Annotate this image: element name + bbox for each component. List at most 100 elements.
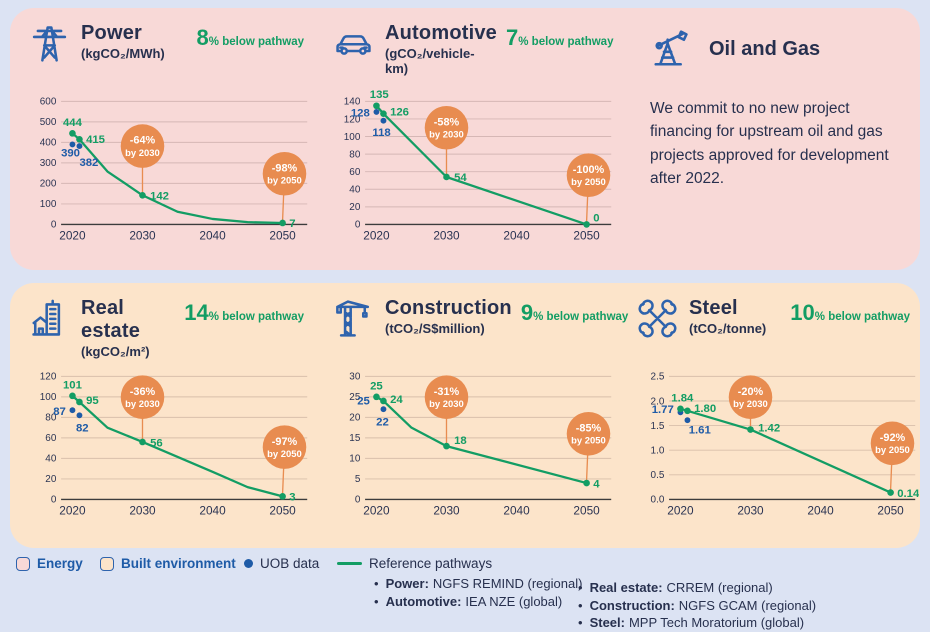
svg-text:-36%: -36%: [130, 386, 156, 398]
reference-pathways-list-left: • Power: NGFS REMIND (regional) • Automotiv…: [374, 575, 582, 610]
below-pathway-badge: 14% below pathway: [184, 300, 304, 325]
chart-title: Real estate: [81, 297, 141, 342]
svg-text:1.42: 1.42: [758, 422, 780, 434]
svg-text:140: 140: [344, 97, 361, 108]
svg-text:2040: 2040: [199, 229, 226, 243]
power-chart-card: Power (kgCO₂/MWh) 8% below pathway 0 100 2…: [10, 8, 314, 270]
svg-text:30: 30: [349, 372, 361, 383]
svg-text:100: 100: [344, 132, 361, 143]
svg-text:-20%: -20%: [738, 386, 764, 398]
reference-pathways-list-right: • Real estate: CRREM (regional) • Construct…: [578, 579, 816, 632]
svg-text:200: 200: [40, 179, 57, 190]
automotive-header: Automotive (gCO₂/vehicle-km) 7% below pa…: [331, 21, 618, 81]
legend-item-reference-pathways-right: • Real estate: CRREM (regional) • Construct…: [578, 575, 816, 632]
svg-text:-64%: -64%: [130, 135, 156, 147]
svg-text:by 2050: by 2050: [267, 176, 302, 187]
reference-pathway-line-swatch: [337, 562, 362, 565]
svg-text:25: 25: [357, 395, 370, 407]
svg-text:-97%: -97%: [272, 436, 298, 448]
svg-text:1.84: 1.84: [671, 392, 694, 404]
below-pathway-badge: 10% below pathway: [790, 300, 910, 325]
svg-text:-85%: -85%: [576, 422, 602, 434]
svg-text:2040: 2040: [199, 504, 226, 518]
buildings-icon: [27, 296, 72, 346]
svg-text:500: 500: [40, 117, 57, 128]
svg-text:2050: 2050: [877, 504, 904, 518]
svg-text:128: 128: [351, 108, 370, 120]
svg-text:56: 56: [150, 437, 163, 449]
svg-text:24: 24: [390, 394, 403, 406]
real-estate-header: Real estate (kgCO₂/m²) 14% below pathway: [27, 296, 314, 359]
bullet-icon: •: [578, 615, 583, 630]
svg-text:2030: 2030: [129, 229, 156, 243]
svg-text:3: 3: [289, 492, 295, 504]
svg-text:by 2030: by 2030: [125, 399, 160, 410]
chart-title: Construction: [385, 297, 512, 319]
legend-built-environment-label: Built environment: [121, 556, 236, 571]
svg-text:18: 18: [454, 435, 467, 447]
svg-text:2050: 2050: [573, 504, 600, 518]
svg-text:126: 126: [390, 107, 409, 119]
oil-and-gas-header: Oil and Gas: [650, 24, 908, 75]
svg-text:2050: 2050: [269, 504, 296, 518]
reference-pathway-item: • Power: NGFS REMIND (regional): [374, 576, 583, 591]
svg-text:2030: 2030: [737, 504, 764, 518]
svg-text:by 2030: by 2030: [125, 148, 160, 159]
svg-text:by 2030: by 2030: [429, 399, 464, 410]
svg-text:82: 82: [76, 422, 89, 434]
legend-energy-label: Energy: [37, 556, 83, 571]
svg-text:95: 95: [86, 395, 99, 407]
svg-text:by 2030: by 2030: [429, 130, 464, 141]
svg-text:0.0: 0.0: [651, 495, 665, 506]
svg-text:142: 142: [150, 191, 169, 203]
built-environment-swatch: [100, 556, 114, 571]
bullet-icon: •: [578, 597, 583, 613]
reference-pathway-item: • Construction: NGFS GCAM (regional): [578, 597, 817, 613]
svg-text:60: 60: [349, 167, 361, 178]
svg-text:2.5: 2.5: [651, 372, 665, 383]
svg-text:135: 135: [370, 90, 389, 101]
real-estate-chart-card: Real estate (kgCO₂/m²) 14% below pathway…: [10, 283, 314, 548]
svg-text:2040: 2040: [503, 229, 530, 243]
svg-text:80: 80: [45, 413, 57, 424]
svg-text:60: 60: [45, 433, 57, 444]
svg-text:5: 5: [355, 474, 361, 485]
construction-chart-card: Construction (tCO₂/S$million) 9% below p…: [314, 283, 628, 548]
svg-text:2020: 2020: [363, 504, 390, 518]
svg-text:20: 20: [45, 474, 57, 485]
oil-and-gas-card: Oil and Gas We commit to no new project …: [618, 8, 918, 270]
svg-text:-98%: -98%: [272, 162, 298, 174]
chart-unit: (tCO₂/S$million): [385, 321, 485, 336]
svg-text:1.0: 1.0: [651, 446, 665, 457]
chart-title: Steel: [689, 297, 738, 319]
below-pathway-badge: 9% below pathway: [520, 300, 629, 325]
svg-text:15: 15: [349, 433, 361, 444]
bullet-icon: •: [374, 576, 379, 591]
bullet-icon: •: [374, 593, 379, 609]
reference-pathway-item: • Steel: MPP Tech Moratorium (global): [578, 615, 805, 630]
svg-text:2020: 2020: [59, 229, 86, 243]
chart-unit: (gCO₂/vehicle-km): [385, 46, 475, 76]
svg-text:415: 415: [86, 134, 105, 146]
svg-text:1.77: 1.77: [652, 404, 674, 416]
svg-text:87: 87: [53, 406, 66, 418]
svg-text:101: 101: [63, 379, 82, 391]
reference-pathway-item: • Real estate: CRREM (regional): [578, 580, 773, 595]
svg-text:120: 120: [40, 372, 57, 383]
crossed-wrenches-icon: [635, 296, 680, 346]
svg-text:120: 120: [344, 114, 361, 125]
svg-text:by 2050: by 2050: [875, 445, 910, 456]
chart-title: Automotive: [385, 22, 497, 44]
svg-text:by 2030: by 2030: [733, 399, 768, 410]
below-pathway-badge: 7% below pathway: [506, 25, 614, 50]
svg-text:2020: 2020: [59, 504, 86, 518]
legend-reference-pathways-label: Reference pathways: [369, 556, 493, 571]
power-pylon-icon: [27, 21, 72, 71]
svg-text:4: 4: [593, 478, 600, 490]
svg-text:-100%: -100%: [573, 164, 605, 176]
chart-unit: (kgCO₂/m²): [81, 344, 150, 359]
